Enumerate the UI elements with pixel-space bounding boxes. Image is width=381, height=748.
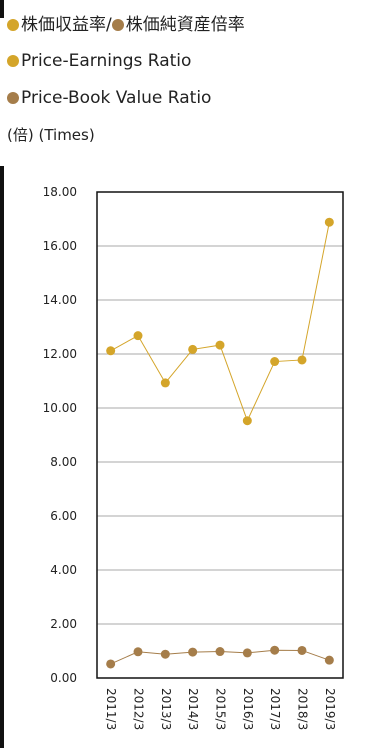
unit-label: (倍) (Times) — [7, 126, 95, 144]
pb-point-2016/3 — [242, 648, 252, 658]
pb-point-2014/3 — [188, 647, 198, 657]
x-tick-label-2017/3: 2017/3 — [268, 688, 282, 730]
y-tick-label-4.00: 4.00 — [50, 563, 77, 577]
x-tick-label-2011/3: 2011/3 — [104, 688, 118, 730]
pb-point-2015/3 — [215, 647, 225, 657]
x-tick-label-2013/3: 2013/3 — [159, 688, 173, 730]
legend-pe-label: Price-Earnings Ratio — [21, 51, 192, 71]
pb-point-2012/3 — [133, 647, 143, 657]
pb-point-2017/3 — [270, 645, 280, 655]
pb-legend-dot-en — [7, 92, 19, 104]
x-tick-label-2014/3: 2014/3 — [186, 688, 200, 730]
x-tick-label-2019/3: 2019/3 — [323, 688, 337, 730]
pe-point-2012/3 — [133, 331, 143, 341]
pe-point-2011/3 — [106, 346, 116, 356]
left-accent-bar — [0, 166, 4, 748]
y-tick-label-6.00: 6.00 — [50, 509, 77, 523]
pe-legend-dot-en — [7, 55, 19, 67]
y-tick-label-8.00: 8.00 — [50, 455, 77, 469]
left-accent-bar-top — [0, 0, 4, 18]
y-tick-label-14.00: 14.00 — [43, 293, 77, 307]
legend-pe-row: Price-Earnings Ratio — [7, 50, 191, 72]
y-tick-label-18.00: 18.00 — [43, 185, 77, 199]
legend-title-row: 株価収益率/株価純資産倍率 — [7, 14, 245, 36]
pe-point-2015/3 — [215, 340, 225, 350]
pe-point-2019/3 — [324, 217, 334, 227]
x-tick-label-2012/3: 2012/3 — [132, 688, 146, 730]
legend-title-pb-ja: 株価純資産倍率 — [125, 15, 245, 35]
pb-legend-dot — [111, 19, 124, 31]
pb-point-2013/3 — [160, 649, 170, 659]
pb-point-2019/3 — [324, 655, 334, 665]
pb-point-2011/3 — [106, 659, 116, 669]
y-tick-label-16.00: 16.00 — [43, 239, 77, 253]
legend-title-pe-ja: 株価収益率/ — [21, 15, 112, 35]
y-tick-label-10.00: 10.00 — [43, 401, 77, 415]
pe-point-2016/3 — [242, 416, 252, 426]
legend-pb-row: Price-Book Value Ratio — [7, 87, 211, 109]
pe-point-2013/3 — [160, 378, 170, 388]
y-tick-label-12.00: 12.00 — [43, 347, 77, 361]
pe-legend-dot — [7, 19, 19, 31]
x-tick-label-2018/3: 2018/3 — [296, 688, 310, 730]
pe-series-line — [110, 222, 330, 423]
legend-pb-label: Price-Book Value Ratio — [21, 88, 212, 108]
y-tick-label-2.00: 2.00 — [50, 617, 77, 631]
pb-point-2018/3 — [297, 645, 307, 655]
y-tick-label-0.00: 0.00 — [50, 671, 77, 685]
pe-point-2014/3 — [188, 344, 198, 354]
x-tick-label-2015/3: 2015/3 — [214, 688, 228, 730]
x-tick-label-2016/3: 2016/3 — [241, 688, 255, 730]
plot-area-border — [96, 191, 344, 679]
pe-point-2017/3 — [270, 357, 280, 367]
pe-point-2018/3 — [297, 355, 307, 365]
